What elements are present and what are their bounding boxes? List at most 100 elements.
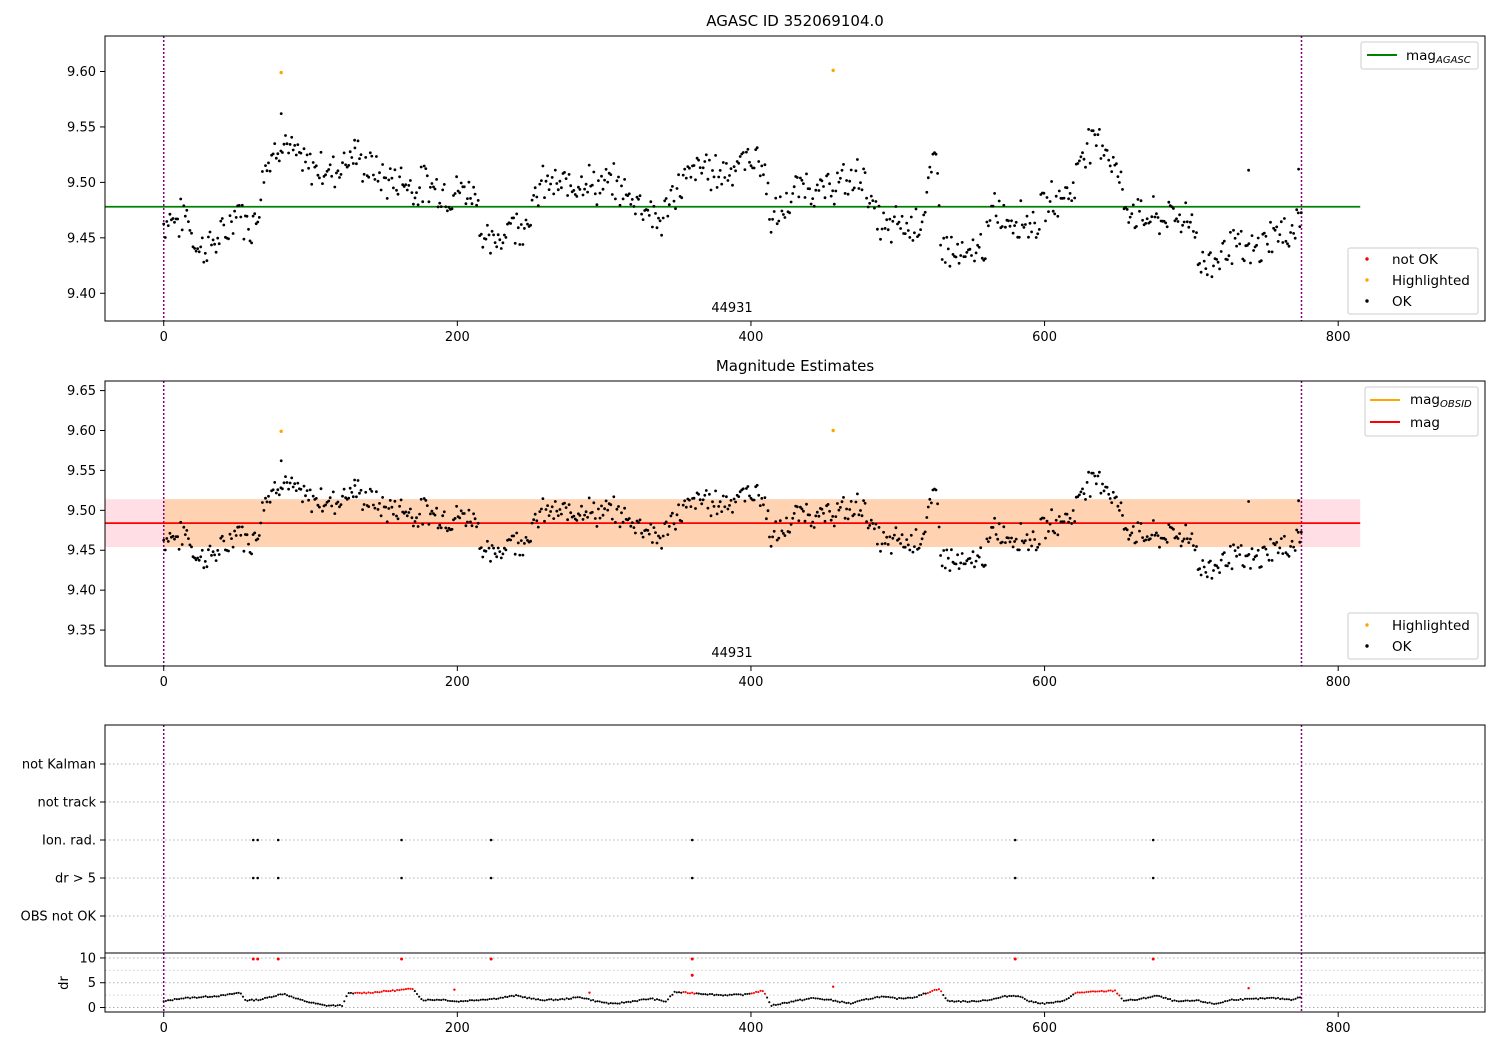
- agasc-ok-point: [1108, 164, 1112, 168]
- magnitude-ok-point: [667, 525, 671, 528]
- dr-point: [211, 995, 214, 998]
- magnitude-ok-point: [623, 506, 626, 510]
- dr-point: [418, 995, 421, 998]
- agasc-ok-point: [384, 176, 388, 180]
- agasc-ok-point: [372, 173, 375, 177]
- magnitude-ok-point: [490, 544, 494, 547]
- agasc-ok-point: [618, 203, 622, 207]
- dr-point: [611, 1002, 615, 1005]
- agasc-ok-point: [524, 218, 528, 222]
- magnitude-ytick-label: 9.45: [67, 544, 96, 559]
- dr-point: [523, 996, 526, 999]
- magnitude-ok-point: [338, 505, 341, 509]
- dr-point: [1067, 997, 1070, 1000]
- agasc-ok-point: [965, 251, 969, 254]
- dr-point: [1285, 998, 1288, 1001]
- legend-mag-label: mag: [1410, 415, 1440, 431]
- agasc-ytick-label: 9.50: [67, 176, 96, 191]
- agasc-ok-point: [421, 200, 425, 204]
- agasc-ok-point: [273, 142, 277, 146]
- magnitude-ok-point: [279, 459, 283, 463]
- magnitude-ok-point: [492, 546, 495, 550]
- dr-point: [369, 991, 372, 995]
- dr-point: [402, 988, 405, 991]
- magnitude-ok-point: [994, 533, 998, 536]
- agasc-ok-point: [1299, 211, 1303, 215]
- agasc-ok-point: [516, 226, 520, 230]
- magnitude-ok-point: [290, 476, 294, 480]
- agasc-ok-point: [1283, 217, 1286, 220]
- agasc-ok-point: [219, 219, 223, 223]
- dr-point: [1232, 998, 1236, 1002]
- dr-point: [222, 993, 225, 997]
- dr-point: [680, 991, 683, 994]
- agasc-ok-point: [523, 227, 526, 230]
- agasc-ok-point: [856, 158, 859, 161]
- magnitude-ok-point: [795, 505, 799, 509]
- legend-highlighted-marker: [1365, 278, 1369, 282]
- agasc-ok-point: [347, 164, 351, 167]
- agasc-ok-point: [422, 164, 426, 168]
- agasc-ok-point: [649, 200, 653, 204]
- agasc-ok-point: [404, 183, 408, 187]
- agasc-ok-point: [1298, 225, 1302, 229]
- magnitude-ok-point: [567, 503, 571, 506]
- agasc-ok-point: [1119, 170, 1123, 174]
- dr-point: [334, 1004, 337, 1008]
- agasc-panel-frame: [104, 35, 1486, 322]
- agasc-ok-point: [544, 179, 548, 183]
- magnitude-ok-point: [957, 567, 961, 570]
- dr-point: [1140, 997, 1143, 1000]
- magnitude-ok-point: [1201, 559, 1205, 562]
- dr-point: [616, 1002, 619, 1005]
- magnitude-ok-point: [709, 514, 713, 518]
- agasc-ok-point: [378, 171, 381, 175]
- magnitude-ok-point: [464, 524, 468, 528]
- agasc-ok-point: [811, 197, 815, 201]
- agasc-ok-point: [535, 195, 539, 199]
- agasc-ok-point: [629, 203, 633, 206]
- dr-point: [497, 997, 500, 1000]
- magnitude-ok-point: [917, 546, 921, 550]
- agasc-ok-point: [550, 176, 554, 179]
- dr-point: [620, 1001, 623, 1004]
- agasc-ok-point: [543, 196, 546, 200]
- agasc-ok-point: [957, 261, 961, 265]
- dr-point: [424, 999, 427, 1002]
- agasc-ok-point: [1242, 259, 1246, 263]
- agasc-ok-point: [774, 196, 778, 200]
- dr-point: [567, 998, 570, 1001]
- agasc-ok-point: [387, 178, 391, 182]
- dr-point: [1237, 998, 1240, 1002]
- magnitude-ok-point: [652, 526, 656, 529]
- dr-point: [1138, 998, 1141, 1001]
- dr-point: [1032, 1001, 1035, 1004]
- agasc-ok-point: [1036, 232, 1040, 236]
- magnitude-ok-point: [1128, 533, 1132, 537]
- dr-point: [1235, 998, 1238, 1002]
- agasc-ok-point: [203, 251, 207, 255]
- dr-point: [1043, 1002, 1046, 1006]
- magnitude-ok-point: [675, 513, 679, 517]
- agasc-ok-point: [1004, 225, 1007, 229]
- magnitude-legend-top: magOBSID mag: [1364, 386, 1479, 437]
- magnitude-ok-point: [1230, 567, 1234, 571]
- magnitude-ok-point: [265, 500, 269, 504]
- magnitude-ok-point: [1158, 545, 1161, 549]
- dr-point: [649, 997, 652, 1000]
- agasc-ok-point: [791, 192, 795, 195]
- magnitude-ok-point: [634, 531, 637, 535]
- agasc-ok-point: [943, 261, 947, 264]
- dr-point: [559, 998, 562, 1001]
- dr-point: [239, 992, 242, 995]
- agasc-ok-point: [877, 204, 881, 208]
- dr-point: [1120, 997, 1123, 1000]
- dr-point: [512, 995, 515, 998]
- agasc-ok-point: [1111, 155, 1115, 159]
- agasc-ok-point: [515, 212, 519, 216]
- magnitude-xtick-label: 200: [445, 675, 470, 690]
- magnitude-ok-point: [1007, 536, 1010, 540]
- agasc-ok-point: [863, 171, 867, 175]
- agasc-ok-point: [1255, 243, 1258, 247]
- agasc-ok-point: [1037, 228, 1041, 231]
